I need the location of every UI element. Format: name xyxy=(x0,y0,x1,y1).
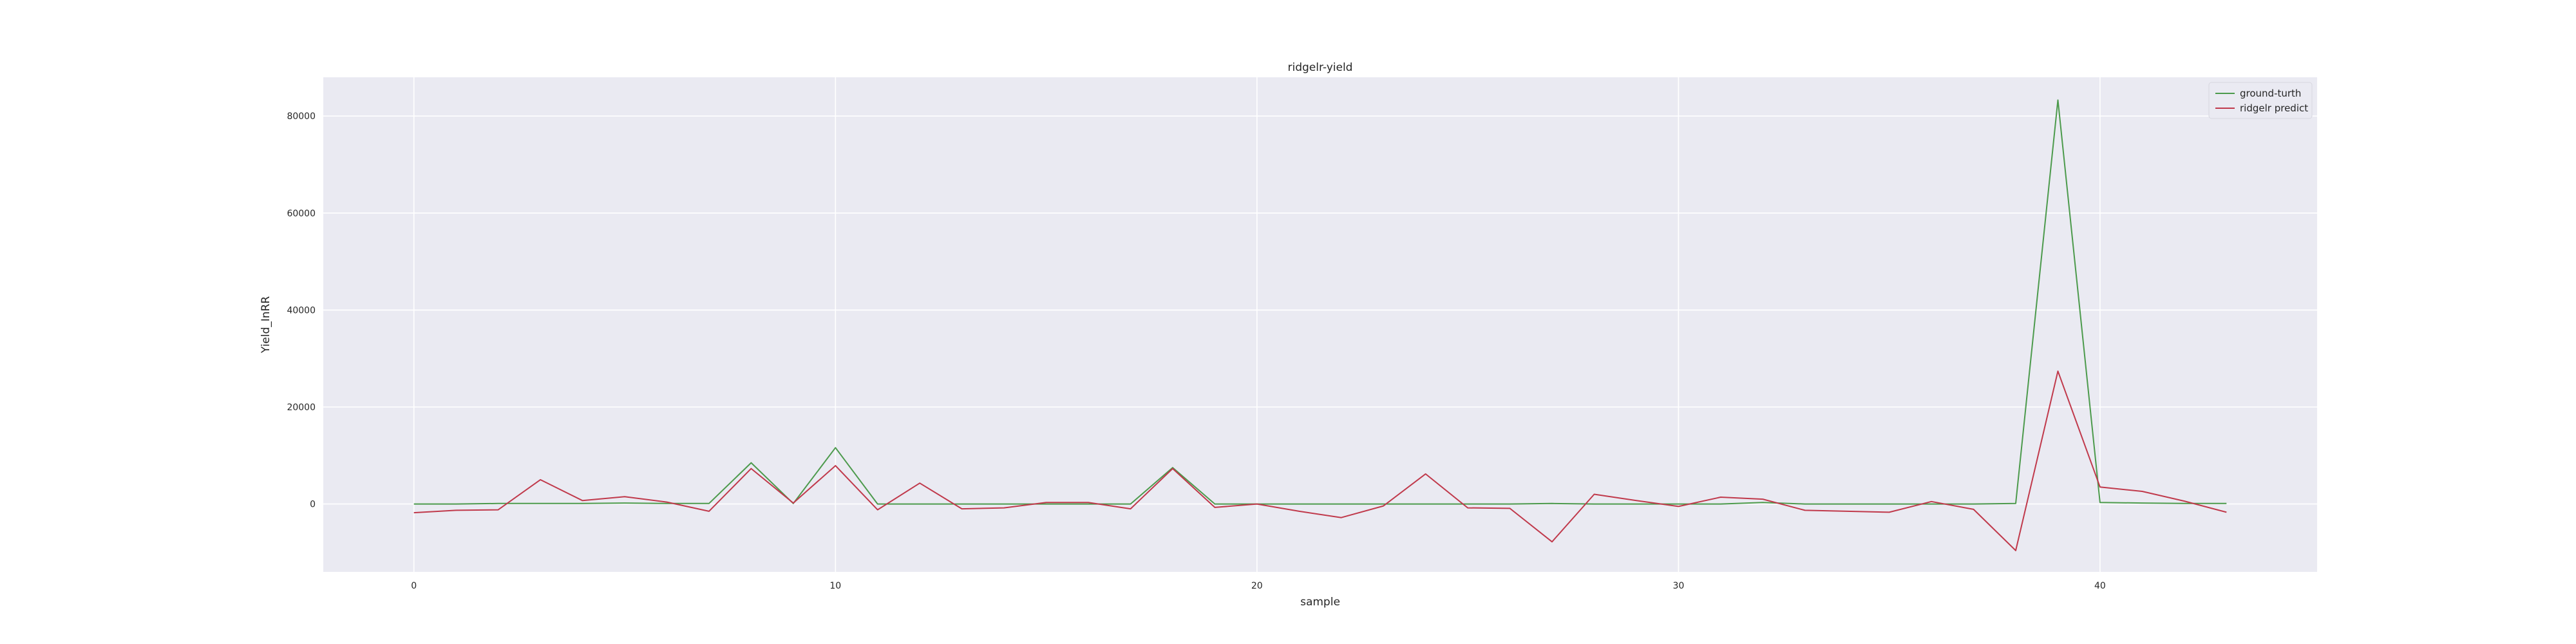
y-tick-label: 40000 xyxy=(287,305,316,316)
legend-label: ground-turth xyxy=(2240,88,2301,99)
y-axis-label: Yield_InRR xyxy=(260,296,272,354)
plot-area xyxy=(323,77,2317,572)
legend-box xyxy=(2208,82,2313,119)
y-tick-label: 80000 xyxy=(287,111,316,122)
x-tick-label: 20 xyxy=(1251,581,1263,591)
y-tick-label: 0 xyxy=(310,500,316,510)
tick-labels: 0 10 20 30 40 0 20000 40000 60000 80000 xyxy=(287,111,2105,591)
x-axis-label: sample xyxy=(1300,596,1340,609)
x-tick-label: 40 xyxy=(2094,581,2106,591)
x-tick-label: 0 xyxy=(411,581,417,591)
legend: ground-turth ridgelr predict xyxy=(2208,82,2313,119)
legend-label: ridgelr predict xyxy=(2240,102,2308,114)
x-tick-label: 30 xyxy=(1672,581,1684,591)
series-line-ridgelr-predict xyxy=(413,370,2227,551)
series-lines xyxy=(413,99,2227,551)
y-tick-label: 60000 xyxy=(287,209,316,219)
x-tick-label: 10 xyxy=(829,581,841,591)
series-line-ground-turth xyxy=(413,99,2227,505)
chart-title: ridgelr-yield xyxy=(1288,61,1353,74)
y-tick-label: 20000 xyxy=(287,402,316,413)
